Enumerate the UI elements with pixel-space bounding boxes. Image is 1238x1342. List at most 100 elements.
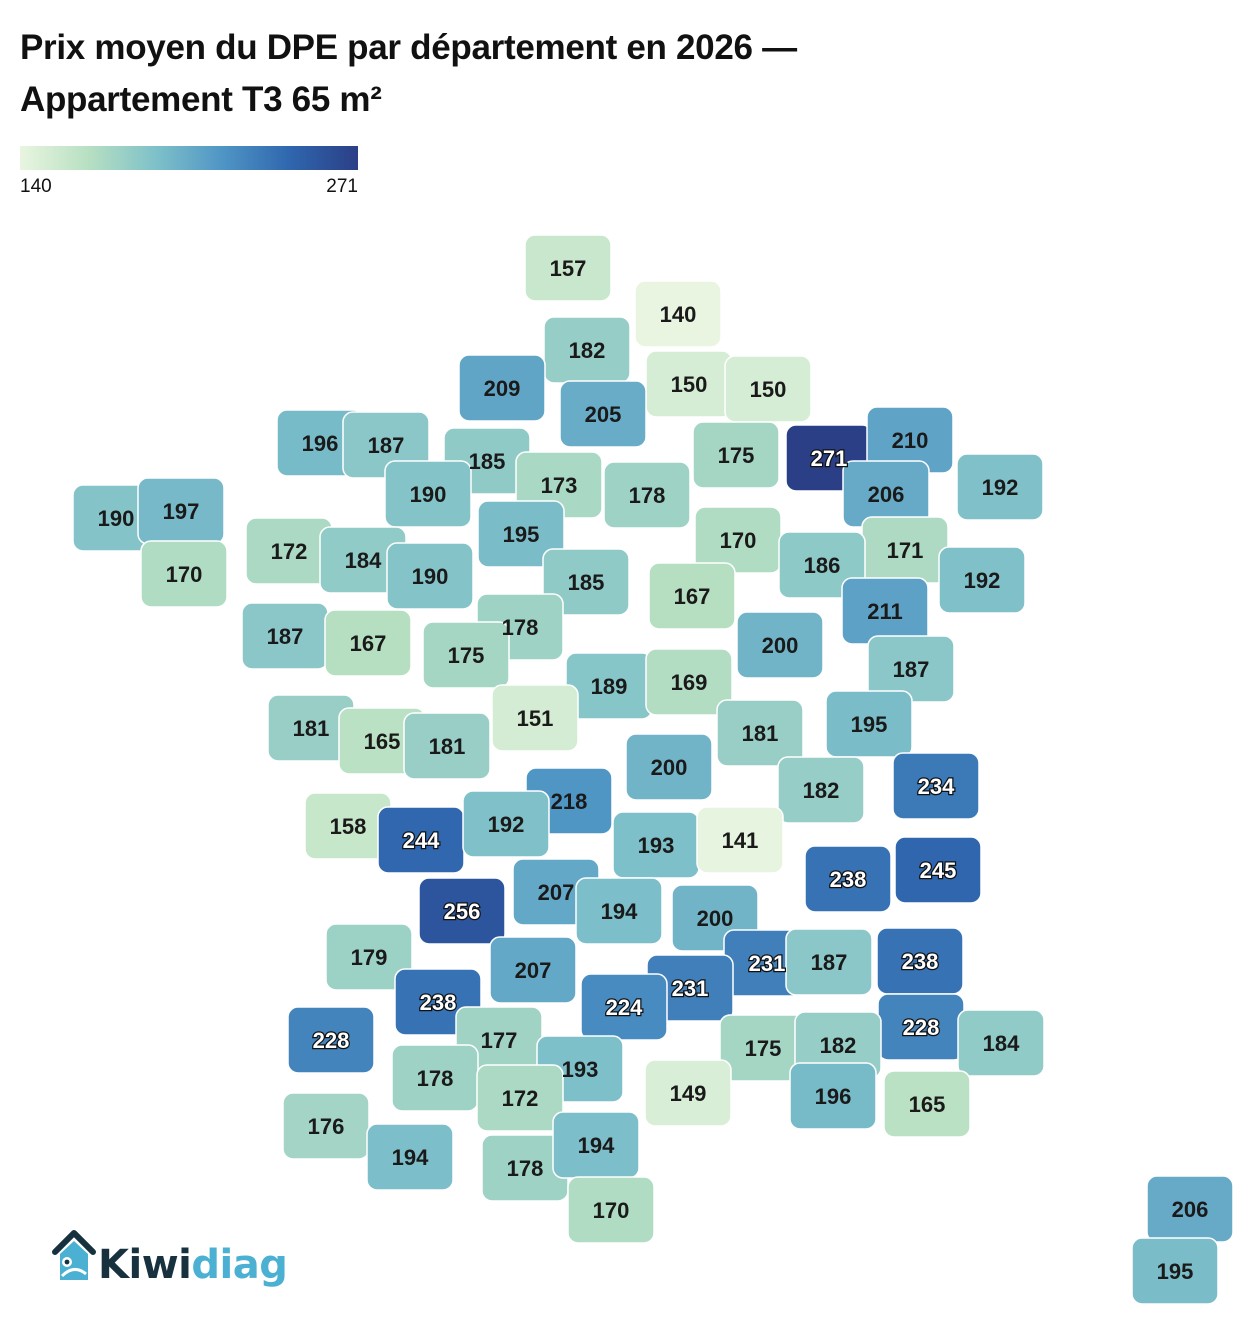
department-region bbox=[603, 461, 691, 529]
color-legend: 140 271 bbox=[20, 146, 360, 202]
map-title-line-2: Appartement T3 65 m² bbox=[20, 80, 382, 119]
department-region bbox=[489, 936, 577, 1004]
department-value-label: 190 bbox=[410, 482, 447, 507]
department-region bbox=[418, 877, 506, 945]
logo-word-kiwi: Kiwi bbox=[98, 1242, 192, 1288]
department-value-label: 151 bbox=[517, 706, 554, 731]
department-value-label: 238 bbox=[902, 949, 939, 974]
department-value-label: 181 bbox=[429, 734, 466, 759]
department-value-label: 197 bbox=[163, 499, 200, 524]
department-value-label: 192 bbox=[964, 568, 1001, 593]
department-value-label: 140 bbox=[660, 302, 697, 327]
department-value-label: 186 bbox=[804, 553, 841, 578]
department-value-label: 150 bbox=[671, 372, 708, 397]
legend-min-value: 140 bbox=[20, 176, 52, 197]
department-region bbox=[524, 234, 612, 302]
department-region bbox=[575, 877, 663, 945]
department-value-label: 157 bbox=[550, 256, 587, 281]
department-value-label: 200 bbox=[697, 906, 734, 931]
department-value-label: 178 bbox=[629, 483, 666, 508]
department-value-label: 207 bbox=[538, 880, 575, 905]
map-title-line-1: Prix moyen du DPE par département en 202… bbox=[20, 28, 797, 67]
department-region bbox=[542, 548, 630, 616]
department-value-label: 181 bbox=[742, 721, 779, 746]
department-value-label: 165 bbox=[909, 1092, 946, 1117]
department-region bbox=[892, 752, 980, 820]
department-regions bbox=[72, 234, 1234, 1305]
department-region bbox=[477, 500, 565, 568]
department-value-label: 182 bbox=[569, 338, 606, 363]
department-value-label: 175 bbox=[718, 443, 755, 468]
department-value-label: 179 bbox=[351, 945, 388, 970]
department-value-label: 196 bbox=[302, 431, 339, 456]
department-value-label: 231 bbox=[749, 951, 786, 976]
department-value-label: 190 bbox=[412, 564, 449, 589]
department-value-label: 165 bbox=[364, 729, 401, 754]
department-value-label: 172 bbox=[502, 1086, 539, 1111]
department-value-label: 171 bbox=[887, 538, 924, 563]
department-region bbox=[634, 280, 722, 348]
department-value-label: 196 bbox=[815, 1084, 852, 1109]
department-value-label: 224 bbox=[606, 995, 643, 1020]
department-value-label: 184 bbox=[983, 1031, 1020, 1056]
department-value-label: 178 bbox=[417, 1066, 454, 1091]
department-value-label: 176 bbox=[308, 1114, 345, 1139]
department-region bbox=[825, 690, 913, 758]
department-region bbox=[282, 1092, 370, 1160]
department-value-label: 169 bbox=[671, 670, 708, 695]
department-value-label: 170 bbox=[166, 562, 203, 587]
department-value-label: 178 bbox=[502, 615, 539, 640]
department-value-label: 149 bbox=[670, 1081, 707, 1106]
department-value-label: 256 bbox=[444, 899, 481, 924]
department-region bbox=[789, 1062, 877, 1130]
department-value-label: 192 bbox=[982, 475, 1019, 500]
department-region bbox=[716, 699, 804, 767]
logo-word-diag: diag bbox=[191, 1242, 288, 1288]
department-value-label: 177 bbox=[481, 1028, 518, 1053]
department-value-label: 184 bbox=[345, 548, 382, 573]
department-region bbox=[491, 684, 579, 752]
legend-gradient-bar bbox=[20, 146, 358, 170]
department-value-label: 194 bbox=[601, 899, 638, 924]
department-region bbox=[644, 1059, 732, 1127]
department-value-label: 271 bbox=[811, 446, 848, 471]
department-value-label: 193 bbox=[638, 833, 675, 858]
department-value-label: 158 bbox=[330, 814, 367, 839]
department-region bbox=[777, 756, 865, 824]
department-region bbox=[384, 460, 472, 528]
department-value-label: 185 bbox=[469, 449, 506, 474]
department-value-label: 175 bbox=[745, 1036, 782, 1061]
legend-max-value: 271 bbox=[326, 176, 358, 197]
department-value-label: 245 bbox=[920, 858, 957, 883]
department-value-label: 193 bbox=[562, 1057, 599, 1082]
department-value-label: 244 bbox=[403, 828, 440, 853]
department-region bbox=[403, 712, 491, 780]
department-region bbox=[894, 836, 982, 904]
department-value-label: 209 bbox=[484, 376, 521, 401]
department-value-label: 189 bbox=[591, 674, 628, 699]
department-value-label: 182 bbox=[820, 1033, 857, 1058]
kiwidiag-logo: Kiwidiag bbox=[52, 1228, 312, 1298]
department-value-label: 218 bbox=[551, 789, 588, 814]
department-region bbox=[692, 421, 780, 489]
department-region bbox=[567, 1176, 655, 1244]
department-value-label: 207 bbox=[515, 958, 552, 983]
department-region bbox=[736, 611, 824, 679]
department-value-label: 187 bbox=[893, 657, 930, 682]
department-value-label: 170 bbox=[593, 1198, 630, 1223]
department-region bbox=[696, 806, 784, 874]
department-value-label: 194 bbox=[392, 1145, 429, 1170]
department-value-label: 206 bbox=[868, 482, 905, 507]
department-value-label: 200 bbox=[651, 755, 688, 780]
department-value-label: 172 bbox=[271, 539, 308, 564]
department-value-label: 182 bbox=[803, 778, 840, 803]
department-labels: 157 140 182 209 150 150 205 196 187 185 271 210 175 1… bbox=[98, 256, 1209, 1284]
department-value-label: 187 bbox=[368, 433, 405, 458]
department-value-label: 228 bbox=[313, 1028, 350, 1053]
department-value-label: 195 bbox=[503, 522, 540, 547]
department-value-label: 170 bbox=[720, 528, 757, 553]
department-region bbox=[957, 1009, 1045, 1077]
department-region bbox=[325, 923, 413, 991]
